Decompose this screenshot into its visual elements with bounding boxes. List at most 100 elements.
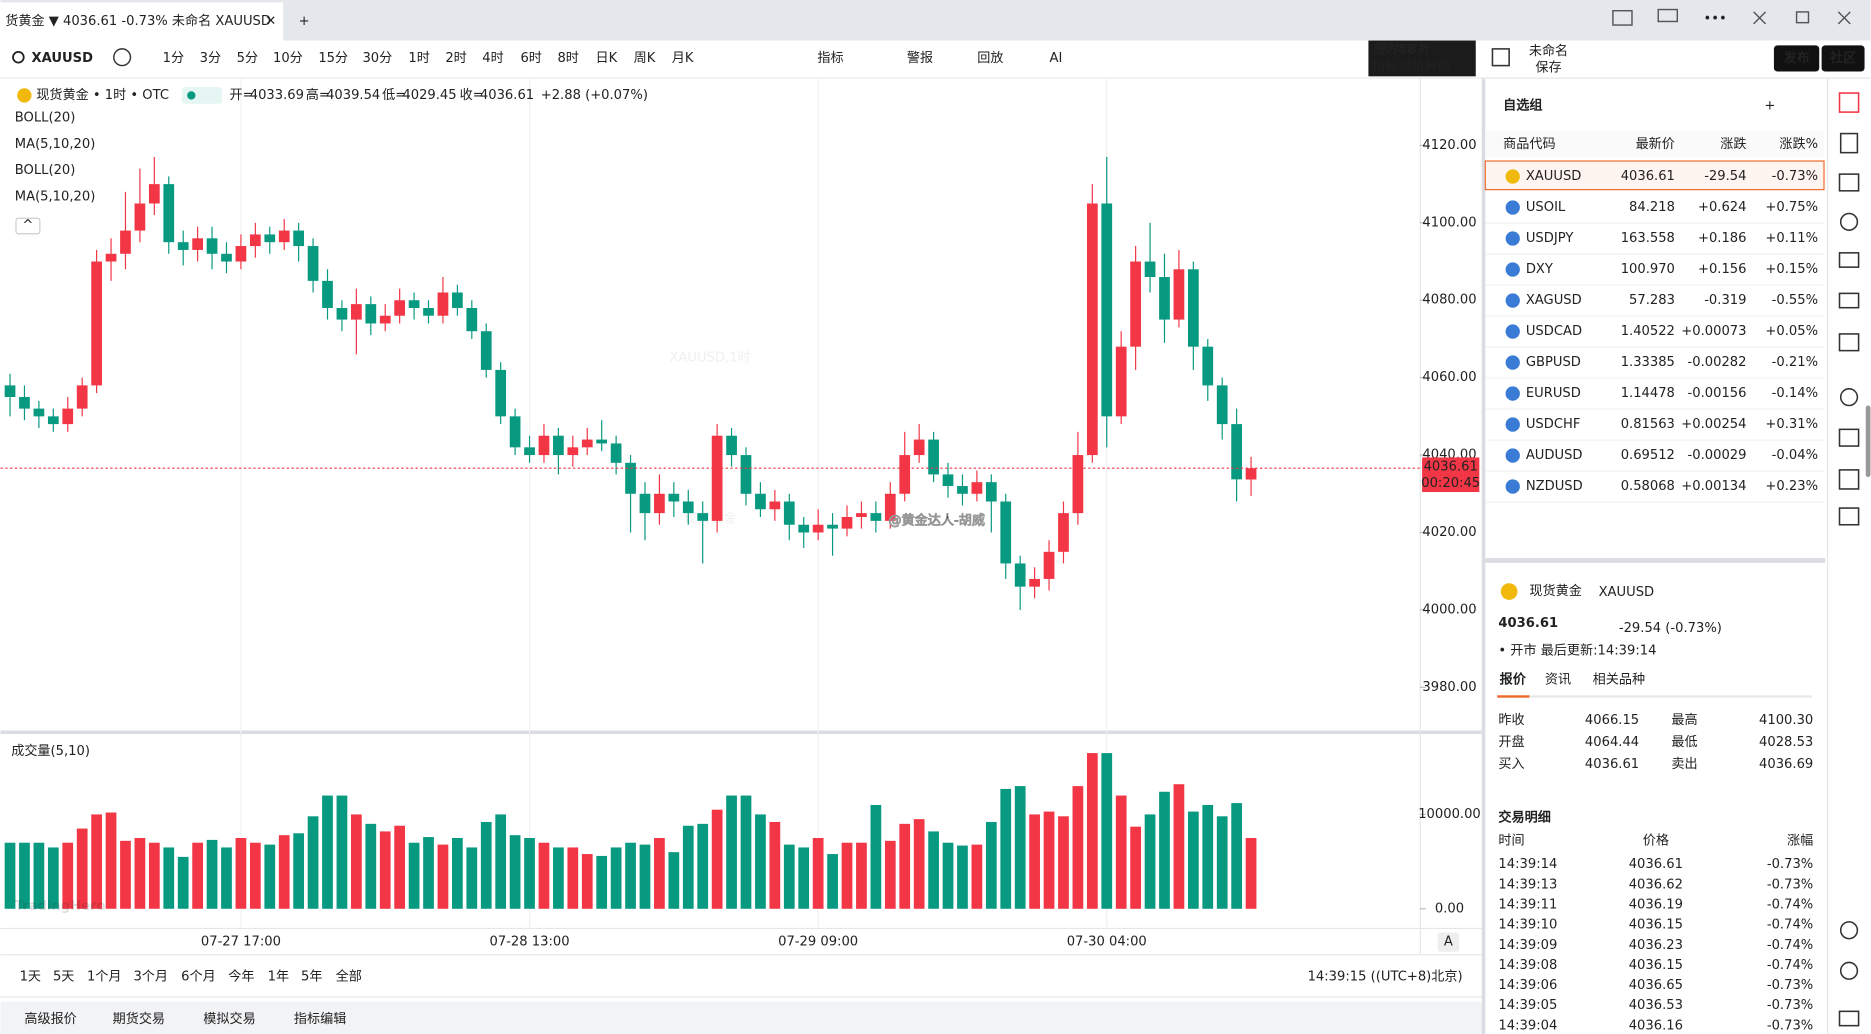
interval[interactable]: 6时 — [520, 50, 541, 66]
account[interactable]: 未命名 — [1529, 42, 1568, 59]
footer-item[interactable]: 期货交易 — [113, 1010, 165, 1027]
quote-tab[interactable]: 相关品种 — [1593, 671, 1645, 687]
auto-scale[interactable] — [1437, 932, 1460, 952]
candle-body — [19, 397, 30, 409]
footer-item[interactable]: 模拟交易 — [203, 1010, 255, 1027]
interval[interactable]: 1分 — [163, 50, 184, 66]
symbol-code[interactable]: XAUUSD — [1526, 169, 1582, 184]
window-close[interactable] — [1837, 11, 1851, 25]
sidebar-icon[interactable] — [1838, 333, 1860, 352]
symbol-code[interactable]: USDCAD — [1526, 324, 1582, 339]
range-option[interactable]: 今年 — [228, 968, 254, 984]
active-tab[interactable] — [0, 2, 284, 41]
window-maximize[interactable] — [1795, 11, 1810, 24]
search-icon[interactable] — [12, 50, 25, 64]
symbol-code[interactable]: USDCHF — [1526, 417, 1581, 432]
symbol[interactable]: XAUUSD — [31, 51, 93, 66]
sidebar-icon[interactable] — [1838, 1010, 1860, 1027]
sidebar-icon[interactable] — [1838, 173, 1860, 192]
range-option[interactable]: 3个月 — [133, 968, 168, 984]
tool[interactable]: 指标 — [817, 50, 843, 66]
change-pct: -0.14% — [1772, 386, 1818, 401]
range-option[interactable]: 1年 — [268, 968, 289, 984]
interval[interactable]: 月K — [672, 51, 694, 66]
interval[interactable]: 10分 — [273, 50, 303, 66]
interval[interactable]: 1时 — [408, 50, 429, 66]
community-button[interactable] — [1821, 45, 1865, 72]
symbol-code[interactable]: USDJPY — [1526, 231, 1574, 246]
interval[interactable]: 3分 — [200, 50, 221, 66]
watchlist-title[interactable]: 自选组 — [1503, 97, 1542, 114]
window-minimize[interactable] — [1753, 11, 1767, 25]
interval[interactable]: 5分 — [237, 50, 258, 66]
button[interactable]: 发布 — [1782, 49, 1809, 66]
footer-item[interactable]: 高级报价 — [24, 1010, 76, 1027]
sidebar-icon[interactable] — [1839, 961, 1859, 980]
more-icon[interactable]: ••• — [1704, 12, 1727, 27]
change: -0.00282 — [1688, 355, 1747, 370]
auto-scale-label[interactable]: A — [1444, 935, 1453, 950]
interval[interactable]: 2时 — [445, 50, 466, 66]
interval[interactable]: 日K — [595, 51, 617, 66]
symbol-code[interactable]: EURUSD — [1526, 386, 1581, 401]
tab-label[interactable]: 货黄金 ▼ 4036.61 -0.73% 未命名 XAUUSD — [5, 12, 271, 29]
trade-time: 14:39:09 — [1498, 938, 1557, 953]
range-option[interactable]: 5天 — [53, 969, 74, 984]
interval[interactable]: 周K — [634, 51, 656, 66]
publish-button[interactable] — [1773, 45, 1820, 72]
sidebar-icon[interactable] — [1839, 388, 1859, 407]
candle-body — [62, 408, 74, 425]
promo-sub[interactable]: 指标进阶升级 — [1372, 58, 1451, 74]
new-tab[interactable]: + — [299, 14, 310, 29]
add-compare[interactable] — [113, 48, 132, 67]
candle-body — [913, 439, 925, 456]
promo-title[interactable]: 限时88折 — [1372, 42, 1431, 58]
collapse-icon[interactable]: ^ — [22, 218, 33, 233]
symbol-code[interactable]: DXY — [1526, 262, 1554, 277]
range-option[interactable]: 1天 — [20, 969, 41, 984]
range-option[interactable]: 1个月 — [87, 968, 122, 984]
main-chart-pane — [0, 78, 1482, 733]
quote-tab[interactable]: 报价 — [1500, 671, 1527, 687]
interval[interactable]: 4时 — [482, 50, 503, 66]
symbol-code[interactable]: XAGUSD — [1526, 293, 1582, 308]
sidebar-icon[interactable] — [1838, 252, 1860, 268]
button[interactable]: 社区 — [1829, 49, 1856, 66]
collapse-indicators[interactable] — [15, 217, 41, 235]
window-icon[interactable] — [1657, 8, 1679, 23]
watchlist-add[interactable]: + — [1764, 99, 1775, 114]
sidebar-icon[interactable] — [1838, 428, 1860, 447]
tool[interactable]: 警报 — [907, 50, 933, 66]
range-option[interactable]: 6个月 — [181, 968, 216, 984]
symbol-icon — [17, 88, 32, 103]
symbol-code[interactable]: GBPUSD — [1526, 355, 1581, 370]
sidebar-icon[interactable] — [1838, 469, 1860, 490]
volume-bar — [697, 823, 709, 909]
trade-time: 14:39:06 — [1498, 978, 1557, 993]
sidebar-icon[interactable] — [1839, 132, 1859, 154]
symbol-code[interactable]: NZDUSD — [1526, 479, 1583, 494]
tab-close[interactable]: ✕ — [265, 14, 276, 29]
symbol-code[interactable]: AUDUSD — [1526, 448, 1583, 463]
account-note[interactable]: 保存 — [1535, 59, 1561, 75]
quote-tab[interactable]: 资讯 — [1545, 671, 1571, 687]
volume-bar — [538, 842, 550, 909]
interval[interactable]: 30分 — [362, 50, 392, 66]
sidebar-icon[interactable] — [1838, 507, 1860, 526]
tool[interactable]: AI — [1050, 51, 1063, 66]
sidebar-icon[interactable] — [1838, 292, 1860, 309]
promo-banner[interactable] — [1368, 40, 1476, 77]
symbol-code[interactable]: USOIL — [1526, 200, 1566, 215]
window-icon[interactable] — [1612, 10, 1633, 26]
range-option[interactable]: 全部 — [336, 967, 362, 984]
footer-item[interactable]: 指标编辑 — [294, 1011, 346, 1027]
layout-icon[interactable] — [1491, 48, 1510, 67]
range-option[interactable]: 5年 — [301, 968, 322, 984]
tool[interactable]: 回放 — [977, 50, 1003, 66]
change-pct: +0.15% — [1765, 262, 1818, 277]
interval[interactable]: 8时 — [557, 50, 578, 66]
sidebar-icon[interactable] — [1838, 92, 1860, 113]
sidebar-icon[interactable] — [1839, 212, 1859, 231]
interval[interactable]: 15分 — [318, 50, 348, 66]
sidebar-icon[interactable] — [1839, 921, 1859, 940]
